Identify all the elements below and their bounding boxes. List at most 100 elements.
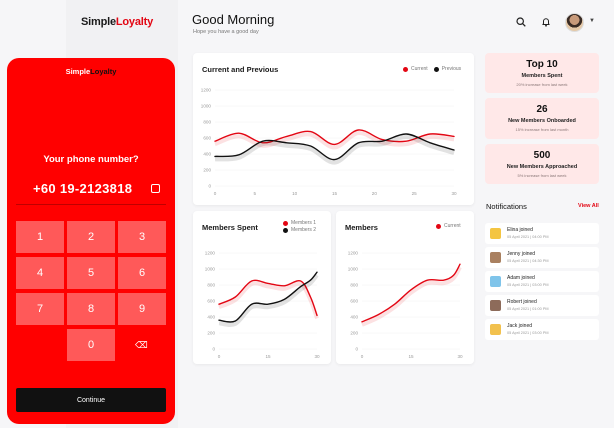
phone-brand-part1: Simple [65,67,91,76]
chart-legend: Members 1 Members 2 [283,220,316,233]
series-line-current [361,263,461,323]
x-tick-label: 30 [451,191,457,196]
series-shadow [218,281,319,320]
x-tick-label: 5 [254,191,257,196]
notification-date: 05 April 2021 | 03:00 PM [507,283,549,287]
brand-logo[interactable]: SimpleLoyalty [81,16,153,28]
notification-item[interactable]: Jenny joined 05 April 2021 | 04:30 PM [485,247,599,268]
backspace-icon[interactable]: ⌫ [135,340,148,350]
phone-number-input[interactable]: +60 19-2123818 [33,181,133,196]
notification-date: 05 April 2021 | 04:00 PM [507,235,549,239]
keypad-key-1[interactable]: 1 [16,221,64,253]
x-tick-label: 0 [214,191,217,196]
stat-sub: 15% increase from last month [515,127,569,132]
line-chart: 0 200 400 600 800 1000 1200 0 5 10 15 20 25 30 [201,88,457,196]
notification-item[interactable]: Robert joined 05 April 2021 | 01:00 PM [485,295,599,316]
legend-label: Current [411,66,428,72]
notification-item[interactable]: Adam joined 05 April 2021 | 03:00 PM [485,271,599,292]
chart-card-members: Members Current 0 200 400 600 800 1000 1200 0 15… [336,211,474,364]
x-tick-label: 30 [314,354,320,359]
y-tick-label: 200 [203,168,211,173]
search-icon[interactable] [514,15,528,29]
line-chart: 0 200 400 600 800 1000 1200 0 15 30 [348,251,463,359]
y-tick-label: 1000 [348,267,359,272]
y-tick-label: 800 [203,120,211,125]
keypad-key-2[interactable]: 2 [67,221,115,253]
y-tick-label: 1200 [348,251,359,256]
y-tick-label: 200 [207,331,215,336]
legend-dot-members2 [283,227,288,233]
stat-sub: 20% increase from last week [516,82,568,87]
bell-icon[interactable] [539,15,553,29]
x-tick-label: 10 [292,191,298,196]
copy-icon[interactable] [151,184,160,193]
chart-card-members-spent: Members Spent Members 1 Members 2 0 200 40… [193,211,331,364]
notification-date: 05 April 2021 | 04:30 PM [507,259,549,263]
y-tick-label: 0 [212,347,215,352]
chart-card-current-previous: Current and Previous Current Previous 0 2… [193,53,474,205]
keypad-key-0[interactable]: 0 [67,329,115,361]
chart-title: Members [345,223,378,232]
y-tick-label: 600 [203,136,211,141]
y-tick-label: 600 [350,299,358,304]
y-tick-label: 200 [350,331,358,336]
legend-label: Previous [441,66,462,72]
y-tick-label: 400 [350,315,358,320]
stat-value: 500 [533,150,551,161]
legend-dot-previous [433,66,439,72]
avatar [490,228,501,239]
keypad-key-9[interactable]: 9 [118,293,166,325]
keypad-key-5[interactable]: 5 [67,257,115,289]
series-line-members-2 [218,271,318,323]
legend-label: Members 2 [291,227,317,233]
notification-item[interactable]: Jack joined 05 April 2021 | 03:00 PM [485,319,599,340]
phone-brand: SimpleLoyalty [7,67,175,76]
continue-button[interactable]: Continue [16,388,166,412]
series-shadow [214,130,455,150]
y-tick-label: 1200 [205,251,216,256]
keypad-key-4[interactable]: 4 [16,257,64,289]
y-tick-label: 400 [203,152,211,157]
stat-label: Members Spent [521,73,563,79]
notifications-title: Notifications [486,202,527,211]
y-tick-label: 1200 [201,88,212,93]
page-subtitle: Hope you have a good day [193,29,259,35]
chart-legend: Current Previous [403,66,461,72]
series-line-members-1 [218,279,318,317]
stat-card: 26 New Members Onboarded 15% increase fr… [485,98,599,139]
avatar [490,252,501,263]
notification-date: 05 April 2021 | 01:00 PM [507,307,549,311]
x-tick-label: 15 [265,354,271,359]
x-tick-label: 15 [332,191,338,196]
legend-dot-current [436,223,441,229]
avatar[interactable] [565,13,584,32]
notification-text: Robert joined [507,299,537,305]
keypad-key-3[interactable]: 3 [118,221,166,253]
x-tick-label: 0 [218,354,221,359]
stat-card: Top 10 Members Spent 20% increase from l… [485,53,599,93]
chevron-down-icon[interactable]: ▼ [589,18,595,24]
avatar [490,324,501,335]
stat-sub: 5% increase from last week [517,173,567,178]
phone-question: Your phone number? [43,154,139,165]
y-tick-label: 400 [207,315,215,320]
keypad-key-7[interactable]: 7 [16,293,64,325]
y-tick-label: 800 [350,283,358,288]
view-all-link[interactable]: View All [578,203,599,209]
line-chart: 0 200 400 600 800 1000 1200 0 15 30 [205,251,320,359]
phone-brand-part2: Loyalty [90,67,117,76]
stat-label: New Members Onboarded [508,118,576,124]
y-tick-label: 600 [207,299,215,304]
x-tick-label: 15 [408,354,414,359]
y-tick-label: 0 [208,184,211,189]
notification-text: Elina joined [507,227,533,233]
x-tick-label: 20 [372,191,378,196]
keypad-key-6[interactable]: 6 [118,257,166,289]
y-tick-label: 1000 [201,104,212,109]
legend-dot-current [403,66,408,72]
stat-label: New Members Approached [506,164,578,170]
brand-part2: Loyalty [115,16,153,28]
notification-text: Adam joined [507,275,535,281]
notification-item[interactable]: Elina joined 05 April 2021 | 04:00 PM [485,223,599,244]
keypad-key-8[interactable]: 8 [67,293,115,325]
